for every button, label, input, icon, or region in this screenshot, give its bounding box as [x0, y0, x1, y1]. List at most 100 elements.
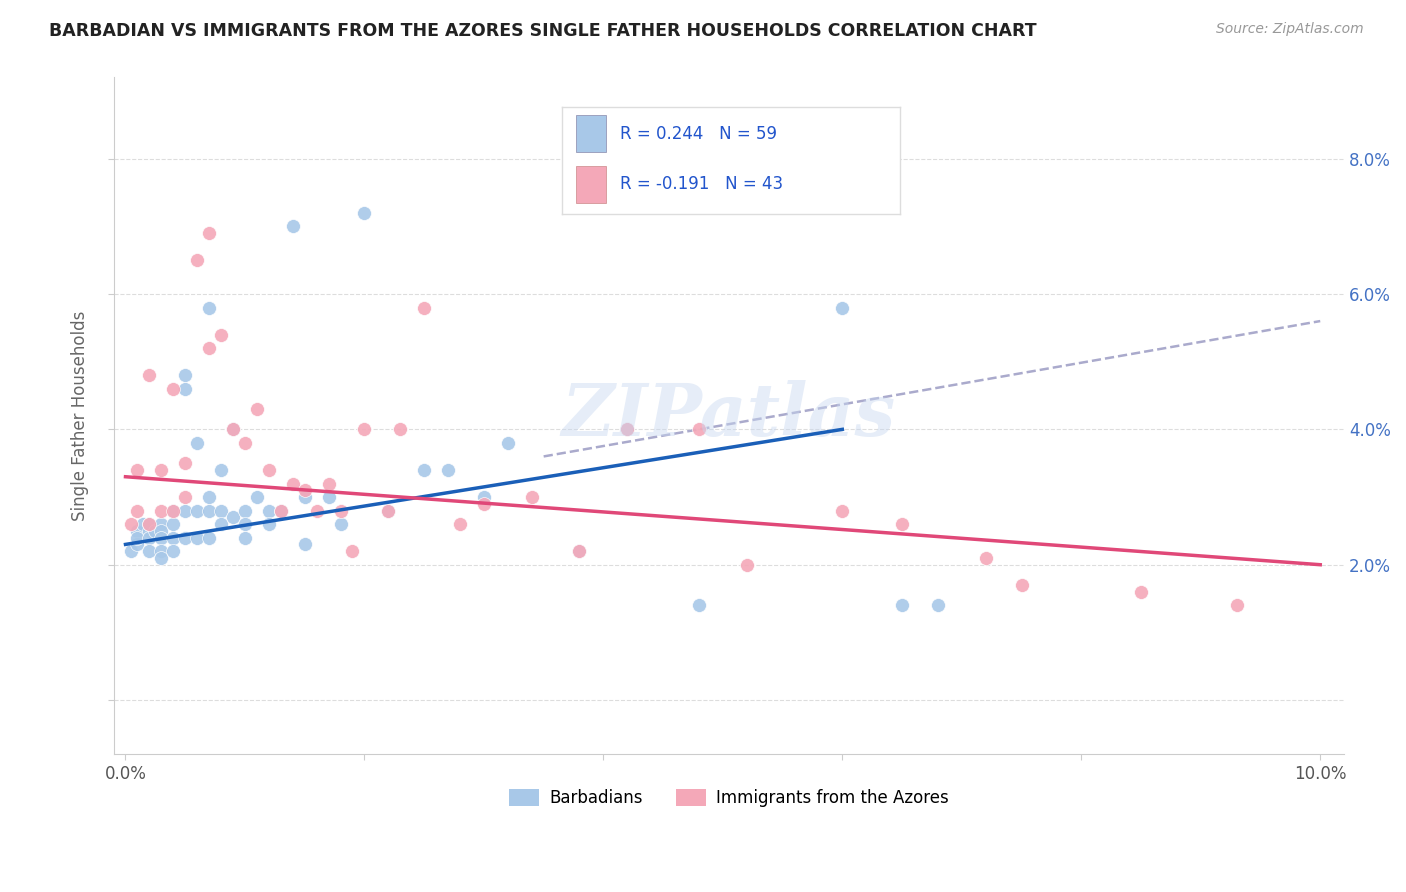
- Point: [1226, 599, 1249, 613]
- Point: [233, 436, 256, 450]
- Point: [138, 531, 160, 545]
- Point: [472, 490, 495, 504]
- Point: [353, 422, 375, 436]
- Point: [209, 503, 232, 517]
- Point: [294, 490, 316, 504]
- Point: [222, 510, 245, 524]
- Point: [472, 497, 495, 511]
- Point: [150, 503, 173, 517]
- Point: [329, 503, 352, 517]
- Point: [305, 503, 328, 517]
- Point: [198, 503, 221, 517]
- Point: [138, 544, 160, 558]
- Point: [121, 517, 143, 532]
- Point: [413, 301, 436, 315]
- Point: [127, 463, 149, 477]
- Point: [568, 544, 591, 558]
- Point: [616, 422, 638, 436]
- Point: [318, 476, 340, 491]
- Point: [891, 517, 914, 532]
- Point: [496, 436, 519, 450]
- Text: BARBADIAN VS IMMIGRANTS FROM THE AZORES SINGLE FATHER HOUSEHOLDS CORRELATION CHA: BARBADIAN VS IMMIGRANTS FROM THE AZORES …: [49, 22, 1036, 40]
- Point: [389, 422, 412, 436]
- Point: [150, 463, 173, 477]
- Point: [233, 531, 256, 545]
- Text: R = 0.244   N = 59: R = 0.244 N = 59: [620, 125, 776, 143]
- Point: [891, 599, 914, 613]
- Legend: Barbadians, Immigrants from the Azores: Barbadians, Immigrants from the Azores: [502, 782, 955, 814]
- Point: [150, 551, 173, 566]
- Point: [162, 544, 184, 558]
- Point: [520, 490, 543, 504]
- Point: [233, 517, 256, 532]
- Point: [353, 206, 375, 220]
- Point: [186, 253, 208, 268]
- Bar: [576, 166, 606, 203]
- Point: [974, 551, 997, 566]
- Point: [174, 382, 197, 396]
- Point: [198, 341, 221, 355]
- Point: [246, 402, 269, 417]
- Point: [257, 503, 280, 517]
- Point: [616, 422, 638, 436]
- Point: [449, 517, 471, 532]
- Point: [162, 517, 184, 532]
- Point: [143, 524, 166, 538]
- Point: [174, 456, 197, 470]
- Point: [222, 422, 245, 436]
- Point: [437, 463, 460, 477]
- Bar: [576, 114, 606, 152]
- Point: [257, 517, 280, 532]
- Point: [831, 503, 853, 517]
- Point: [377, 503, 399, 517]
- Point: [198, 301, 221, 315]
- Point: [377, 503, 399, 517]
- Text: Source: ZipAtlas.com: Source: ZipAtlas.com: [1216, 22, 1364, 37]
- Text: ZIPatlas: ZIPatlas: [562, 380, 896, 451]
- Point: [1011, 578, 1033, 592]
- Point: [281, 476, 304, 491]
- Point: [270, 503, 292, 517]
- Point: [209, 327, 232, 342]
- Point: [294, 483, 316, 498]
- Point: [138, 517, 160, 532]
- Point: [688, 599, 710, 613]
- Y-axis label: Single Father Households: Single Father Households: [72, 310, 89, 521]
- Point: [132, 517, 155, 532]
- Point: [246, 490, 269, 504]
- Point: [198, 531, 221, 545]
- Point: [568, 544, 591, 558]
- Point: [688, 422, 710, 436]
- Point: [150, 524, 173, 538]
- Point: [209, 517, 232, 532]
- Point: [162, 531, 184, 545]
- Point: [186, 531, 208, 545]
- Point: [329, 517, 352, 532]
- Text: R = -0.191   N = 43: R = -0.191 N = 43: [620, 175, 783, 193]
- Point: [198, 490, 221, 504]
- Point: [127, 537, 149, 551]
- Point: [138, 517, 160, 532]
- Point: [162, 503, 184, 517]
- Point: [138, 524, 160, 538]
- Point: [127, 503, 149, 517]
- Point: [186, 436, 208, 450]
- Point: [150, 544, 173, 558]
- Point: [735, 558, 758, 572]
- Point: [257, 463, 280, 477]
- Point: [127, 531, 149, 545]
- Point: [209, 463, 232, 477]
- Point: [150, 531, 173, 545]
- Point: [162, 503, 184, 517]
- Point: [927, 599, 949, 613]
- Point: [198, 226, 221, 240]
- Point: [127, 524, 149, 538]
- Point: [294, 537, 316, 551]
- Point: [342, 544, 364, 558]
- Point: [270, 503, 292, 517]
- Point: [174, 490, 197, 504]
- Point: [233, 503, 256, 517]
- Point: [281, 219, 304, 234]
- Point: [174, 368, 197, 383]
- Point: [831, 301, 853, 315]
